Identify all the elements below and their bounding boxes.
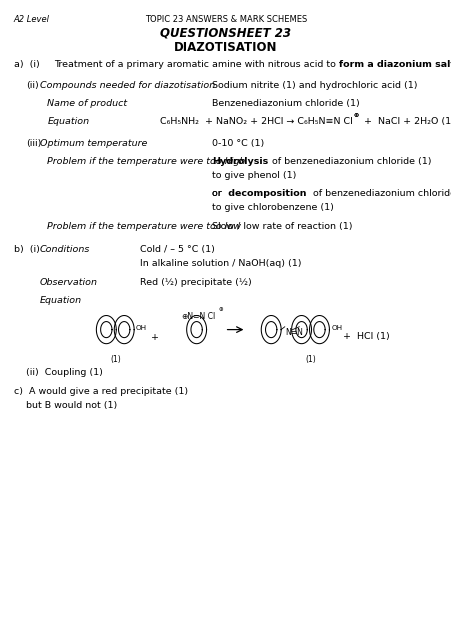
Text: or: or (212, 189, 225, 198)
Text: Equation: Equation (47, 117, 89, 126)
Text: N=N: N=N (285, 328, 303, 337)
Text: Red (½) precipitate (½): Red (½) precipitate (½) (140, 278, 251, 287)
Text: ⊕: ⊕ (218, 307, 222, 312)
Text: of benzenediazonium chloride (1): of benzenediazonium chloride (1) (268, 157, 430, 166)
Text: form a diazonium salt: form a diazonium salt (338, 60, 451, 68)
Text: QUESTIONSHEET 23: QUESTIONSHEET 23 (160, 27, 291, 40)
Text: OH: OH (136, 325, 147, 332)
Text: (1): (1) (110, 355, 120, 364)
Text: Benzenediazonium chloride (1): Benzenediazonium chloride (1) (212, 99, 359, 108)
Text: OH: OH (331, 325, 341, 332)
Text: Sodium nitrite (1) and hydrochloric acid (1): Sodium nitrite (1) and hydrochloric acid… (212, 81, 417, 90)
Text: (iii): (iii) (26, 139, 41, 148)
Text: Name of product: Name of product (47, 99, 127, 108)
Text: (1): (1) (304, 355, 315, 364)
Text: Problem if the temperature were too high: Problem if the temperature were too high (47, 157, 245, 166)
Text: b)  (i): b) (i) (14, 245, 39, 254)
Text: to give phenol (1): to give phenol (1) (212, 171, 296, 180)
Text: decomposition: decomposition (225, 189, 306, 198)
Text: 0-10 °C (1): 0-10 °C (1) (212, 139, 264, 148)
Text: +  NaCl + 2H₂O (1): + NaCl + 2H₂O (1) (358, 117, 451, 126)
Text: Problem if the temperature were too low: Problem if the temperature were too low (47, 222, 241, 231)
Text: In alkaline solution / NaOH(aq) (1): In alkaline solution / NaOH(aq) (1) (140, 259, 301, 268)
Text: ⊕N=N: ⊕N=N (181, 312, 206, 321)
Text: Treatment of a primary aromatic amine with nitrous acid to: Treatment of a primary aromatic amine wi… (54, 60, 338, 68)
Text: +  HCl (1): + HCl (1) (342, 332, 389, 341)
Text: +: + (151, 333, 159, 342)
Text: Equation: Equation (40, 296, 82, 305)
Text: Observation: Observation (40, 278, 97, 287)
Text: Conditions: Conditions (40, 245, 90, 254)
Text: Cold / – 5 °C (1): Cold / – 5 °C (1) (140, 245, 215, 254)
Text: Hydrolysis: Hydrolysis (212, 157, 268, 166)
Text: Slow / low rate of reaction (1): Slow / low rate of reaction (1) (212, 222, 352, 231)
Text: (ii)  Coupling (1): (ii) Coupling (1) (26, 368, 103, 377)
Text: or: or (212, 189, 225, 198)
Text: a)  (i): a) (i) (14, 60, 39, 68)
Text: ⊕: ⊕ (352, 113, 358, 118)
Text: TOPIC 23 ANSWERS & MARK SCHEMES: TOPIC 23 ANSWERS & MARK SCHEMES (145, 15, 306, 24)
Text: ⊕: ⊕ (352, 113, 358, 118)
Text: to give chlorobenzene (1): to give chlorobenzene (1) (212, 203, 334, 212)
Text: DIAZOTISATION: DIAZOTISATION (174, 41, 277, 54)
Text: Cl: Cl (203, 312, 215, 321)
Text: A2 Level: A2 Level (14, 15, 50, 24)
Text: Compounds needed for diazotisation: Compounds needed for diazotisation (40, 81, 215, 90)
Text: c)  A would give a red precipitate (1): c) A would give a red precipitate (1) (14, 387, 187, 396)
Text: but B would not (1): but B would not (1) (26, 401, 117, 410)
Text: C₆H₅NH₂  + NaNO₂ + 2HCl → C₆H₅N≡N Cl: C₆H₅NH₂ + NaNO₂ + 2HCl → C₆H₅N≡N Cl (160, 117, 352, 126)
Text: of benzenediazonium chloride (1): of benzenediazonium chloride (1) (306, 189, 451, 198)
Text: (ii): (ii) (26, 81, 39, 90)
Text: Optimum temperature: Optimum temperature (40, 139, 147, 148)
